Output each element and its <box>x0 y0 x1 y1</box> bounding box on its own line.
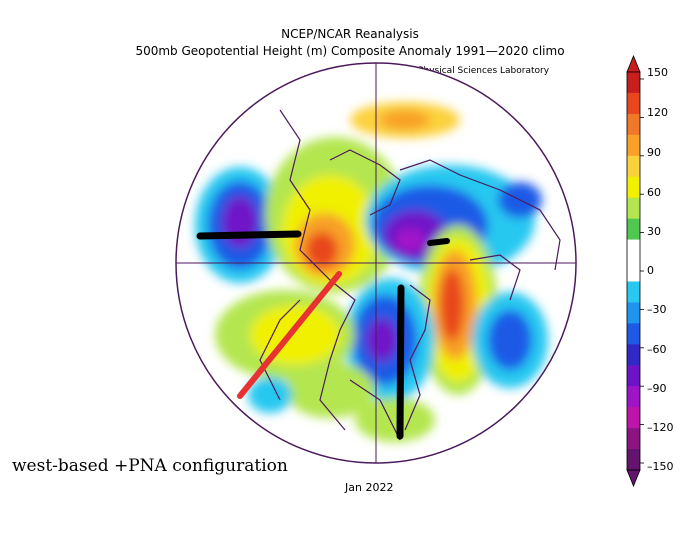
colorbar-label: 150 <box>647 66 668 79</box>
colorbar-label: 60 <box>647 186 661 199</box>
coastlines <box>259 109 561 441</box>
colorbar-segment <box>627 197 640 220</box>
colorbar-segment <box>627 72 640 94</box>
colorbar-segment <box>627 407 640 429</box>
colorbar-segment <box>627 134 640 157</box>
colorbar-segment <box>627 449 640 471</box>
date-label: Jan 2022 <box>345 481 394 494</box>
colorbar-top-arrow <box>626 54 641 73</box>
colorbar-segment <box>627 92 640 115</box>
red-axis-line <box>237 271 342 399</box>
caption-text: west-based +PNA configuration <box>12 456 288 476</box>
black-annotation-line-west <box>196 230 302 240</box>
colorbar-segment <box>627 428 640 450</box>
colorbar-segment <box>627 365 640 387</box>
colorbar-segment <box>627 239 640 262</box>
black-annotation-line-vertical <box>396 284 405 440</box>
chart-subtitle: 500mb Geopotential Height (m) Composite … <box>135 44 565 58</box>
colorbar-segment <box>627 176 640 199</box>
colorbar-segment <box>627 113 640 136</box>
colorbar-segment <box>627 260 640 282</box>
colorbar <box>626 54 644 488</box>
colorbar-segment <box>627 218 640 241</box>
colorbar-label: –120 <box>647 421 674 434</box>
black-annotation-line-north <box>427 238 450 246</box>
colorbar-segment <box>627 281 640 303</box>
map-border <box>175 62 577 464</box>
colorbar-label: –90 <box>647 382 667 395</box>
colorbar-label: 30 <box>647 225 661 238</box>
chart-title: NCEP/NCAR Reanalysis <box>281 27 419 41</box>
source-label: NOAA Physical Sciences Laboratory <box>389 66 550 76</box>
colorbar-segment <box>627 386 640 408</box>
colorbar-bottom-arrow <box>626 469 641 488</box>
colorbar-segment <box>627 302 640 324</box>
colorbar-segment <box>627 323 640 345</box>
colorbar-label: 0 <box>647 264 654 277</box>
colorbar-label: –60 <box>647 343 667 356</box>
colorbar-label: 120 <box>647 106 668 119</box>
colorbar-label: 90 <box>647 146 661 159</box>
colorbar-segment <box>627 344 640 366</box>
colorbar-label: –150 <box>647 460 674 473</box>
colorbar-label: –30 <box>647 303 667 316</box>
anomaly-field <box>176 63 576 463</box>
colorbar-segment <box>627 155 640 178</box>
